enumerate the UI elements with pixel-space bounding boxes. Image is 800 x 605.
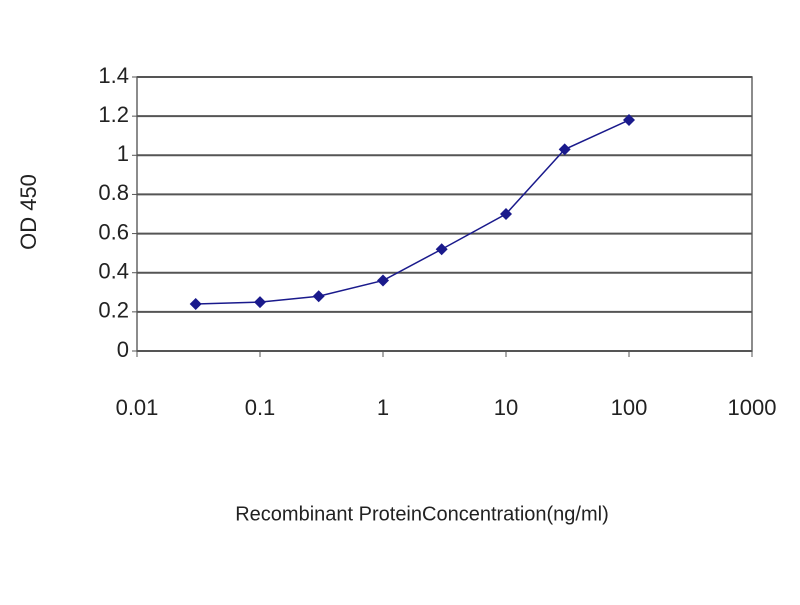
x-tick-label: 1 — [377, 395, 389, 420]
data-point — [435, 243, 448, 256]
x-tick-label: 0.01 — [116, 395, 159, 420]
data-line — [195, 119, 630, 305]
y-tick-label: 1.4 — [98, 63, 129, 88]
data-point — [312, 290, 325, 303]
x-axis-label: Recombinant ProteinConcentration(ng/ml) — [235, 503, 609, 525]
x-tick-label: 0.1 — [245, 395, 276, 420]
data-point — [189, 298, 202, 311]
data-point — [558, 143, 571, 156]
y-tick-label: 1.2 — [98, 102, 129, 127]
plot-area — [136, 76, 753, 352]
data-point — [500, 208, 512, 220]
x-tick-label: 100 — [611, 395, 648, 420]
data-point — [623, 114, 635, 127]
data-point — [377, 274, 389, 287]
y-tick-label: 0.4 — [98, 259, 129, 284]
data-point — [254, 296, 266, 309]
x-tick-label: 1000 — [728, 395, 777, 420]
y-tick-label: 0.2 — [98, 298, 129, 323]
y-tick-label: 1 — [117, 141, 129, 166]
y-tick-label: 0.6 — [98, 219, 129, 244]
x-tick-label: 10 — [494, 395, 518, 420]
y-tick-label: 0.8 — [98, 180, 129, 205]
y-axis-label: OD 450 — [16, 174, 41, 250]
y-tick-label: 0 — [117, 337, 129, 362]
